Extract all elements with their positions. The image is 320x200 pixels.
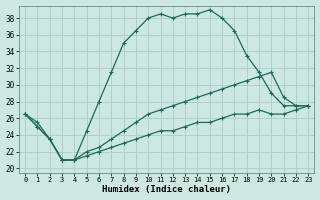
X-axis label: Humidex (Indice chaleur): Humidex (Indice chaleur) xyxy=(102,185,231,194)
